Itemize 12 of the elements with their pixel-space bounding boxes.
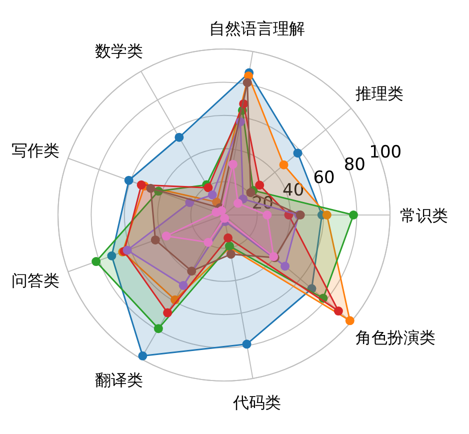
spoke-label: 常识类: [400, 206, 448, 225]
spoke-label: 数学类: [95, 41, 143, 60]
y-tick-label: 60: [313, 168, 335, 188]
spoke-label: 写作类: [11, 141, 60, 160]
spoke-label: 翻译类: [95, 370, 143, 390]
spoke-label: 角色扮演类: [356, 328, 436, 348]
spoke-label: 代码类: [232, 393, 281, 412]
y-tick-label: 100: [369, 142, 402, 162]
spoke-label: 推理类: [356, 84, 404, 103]
spoke-label: 自然语言理解: [208, 18, 305, 38]
y-tick-label: 80: [344, 155, 366, 176]
spoke-label: 问答类: [11, 270, 60, 290]
